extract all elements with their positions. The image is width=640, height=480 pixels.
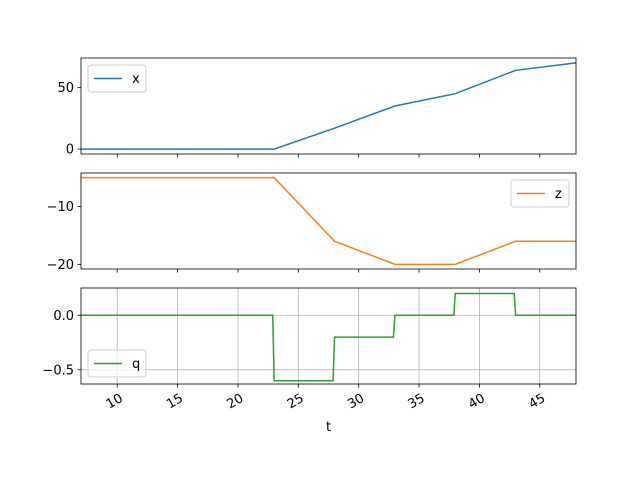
y-tick-label: −20 bbox=[47, 258, 74, 273]
axes-frame bbox=[80, 57, 577, 155]
legend-label-z: z bbox=[555, 187, 562, 202]
subplot-2: −10 −20 z bbox=[47, 172, 577, 273]
x-tick-label: 40 bbox=[466, 391, 488, 412]
x-axis-label: t bbox=[326, 420, 331, 435]
y-tick-label: 0.0 bbox=[53, 309, 74, 324]
y-tick-label: −0.5 bbox=[42, 363, 74, 378]
axes-frame bbox=[80, 287, 577, 385]
legend: x bbox=[87, 64, 147, 93]
y-tick-label: −10 bbox=[47, 200, 74, 215]
x-tick-label: 20 bbox=[225, 391, 247, 412]
legend: z bbox=[510, 179, 570, 208]
x-tick-label: 45 bbox=[526, 391, 548, 412]
subplots: 0 50 x −10 −20 z 0.0 −0.5 10 15 20 25 30 35 40 45 q bbox=[42, 57, 577, 412]
series-line-x bbox=[81, 62, 576, 150]
x-tick-label: 30 bbox=[345, 391, 367, 412]
series-line-q bbox=[81, 292, 576, 382]
y-tick-label: 0 bbox=[66, 143, 74, 158]
legend: q bbox=[87, 349, 147, 378]
x-tick-label: 15 bbox=[164, 391, 186, 412]
series-line-z bbox=[81, 176, 576, 266]
legend-label-x: x bbox=[132, 72, 140, 87]
subplot-1: 0 50 x bbox=[57, 57, 577, 158]
x-tick-label: 25 bbox=[285, 391, 307, 412]
subplot-3: 0.0 −0.5 10 15 20 25 30 35 40 45 q bbox=[42, 287, 577, 412]
legend-label-q: q bbox=[132, 357, 140, 372]
y-tick-label: 50 bbox=[57, 81, 74, 96]
axes-frame bbox=[80, 172, 577, 270]
x-tick-label: 10 bbox=[104, 391, 126, 412]
x-tick-label: 35 bbox=[406, 391, 428, 412]
